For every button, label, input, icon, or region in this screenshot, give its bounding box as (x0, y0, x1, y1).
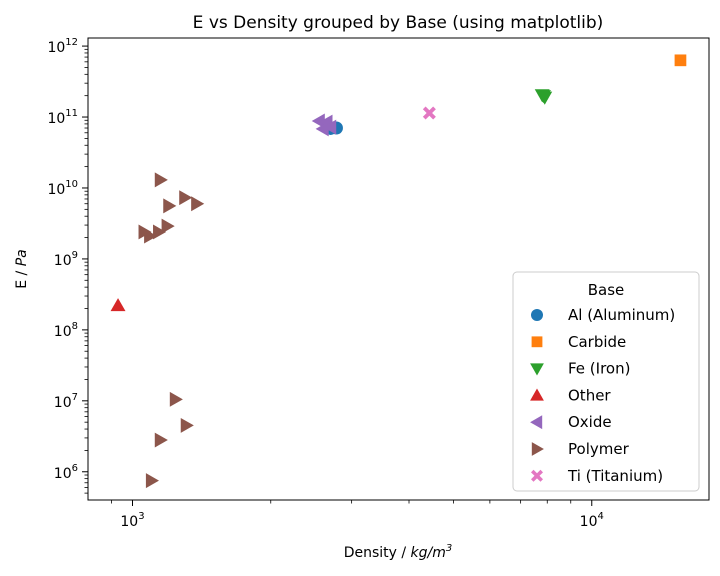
data-point (154, 432, 168, 448)
data-point (422, 106, 436, 120)
series-other (110, 298, 126, 312)
data-point (323, 119, 337, 135)
legend-marker (531, 309, 543, 321)
legend-marker (531, 469, 543, 482)
x-tick-label: 103 (120, 511, 144, 530)
legend-marker (530, 388, 544, 401)
chart-title: E vs Density grouped by Base (using matp… (193, 13, 604, 33)
series-fe-iron (534, 89, 553, 105)
legend-label: Ti (Titanium) (567, 467, 663, 485)
data-point (145, 473, 159, 489)
legend: Base Al (Aluminum) Carbide Fe (Iron) Other O… (512, 271, 700, 492)
data-point (154, 172, 168, 188)
data-point (311, 113, 325, 129)
y-tick-label: 1010 (47, 179, 78, 198)
legend-marker (531, 336, 543, 348)
legend-label: Al (Aluminum) (568, 306, 675, 324)
data-point (161, 218, 175, 234)
legend-label: Polymer (568, 440, 630, 458)
data-point (179, 190, 193, 206)
legend-label: Fe (Iron) (568, 360, 630, 378)
legend-label: Oxide (568, 413, 612, 431)
y-tick-label: 1011 (47, 108, 78, 127)
series-ti-titanium (422, 106, 436, 120)
x-tick-label: 104 (580, 511, 604, 530)
data-point (144, 228, 158, 244)
y-tick-label: 108 (54, 321, 78, 340)
y-tick-label: 107 (54, 392, 78, 411)
legend-marker (530, 415, 543, 430)
data-point (534, 89, 550, 103)
data-point (191, 196, 205, 212)
y-tick-label: 109 (54, 250, 78, 269)
series-polymer (138, 172, 205, 489)
data-point (163, 198, 177, 214)
data-point (180, 417, 194, 433)
legend-label: Other (568, 386, 611, 404)
y-axis-label: E / Pa (14, 249, 30, 289)
x-axis-label: Density / kg/m3 (344, 543, 453, 561)
legend-marker (531, 442, 544, 456)
legend-box (512, 271, 700, 492)
data-point (169, 391, 183, 407)
data-point (674, 54, 687, 67)
axis-ticks: 103 104 106 107 108 109 1010 1011 1012 (47, 37, 603, 530)
legend-label: Carbide (568, 333, 626, 351)
y-tick-label: 1012 (47, 37, 78, 56)
series-carbide (674, 54, 687, 67)
y-tick-label: 106 (54, 463, 78, 482)
data-points (110, 54, 687, 489)
legend-title: Base (588, 281, 625, 299)
legend-marker (530, 363, 544, 376)
series-oxide (311, 113, 337, 137)
data-point (110, 298, 126, 312)
